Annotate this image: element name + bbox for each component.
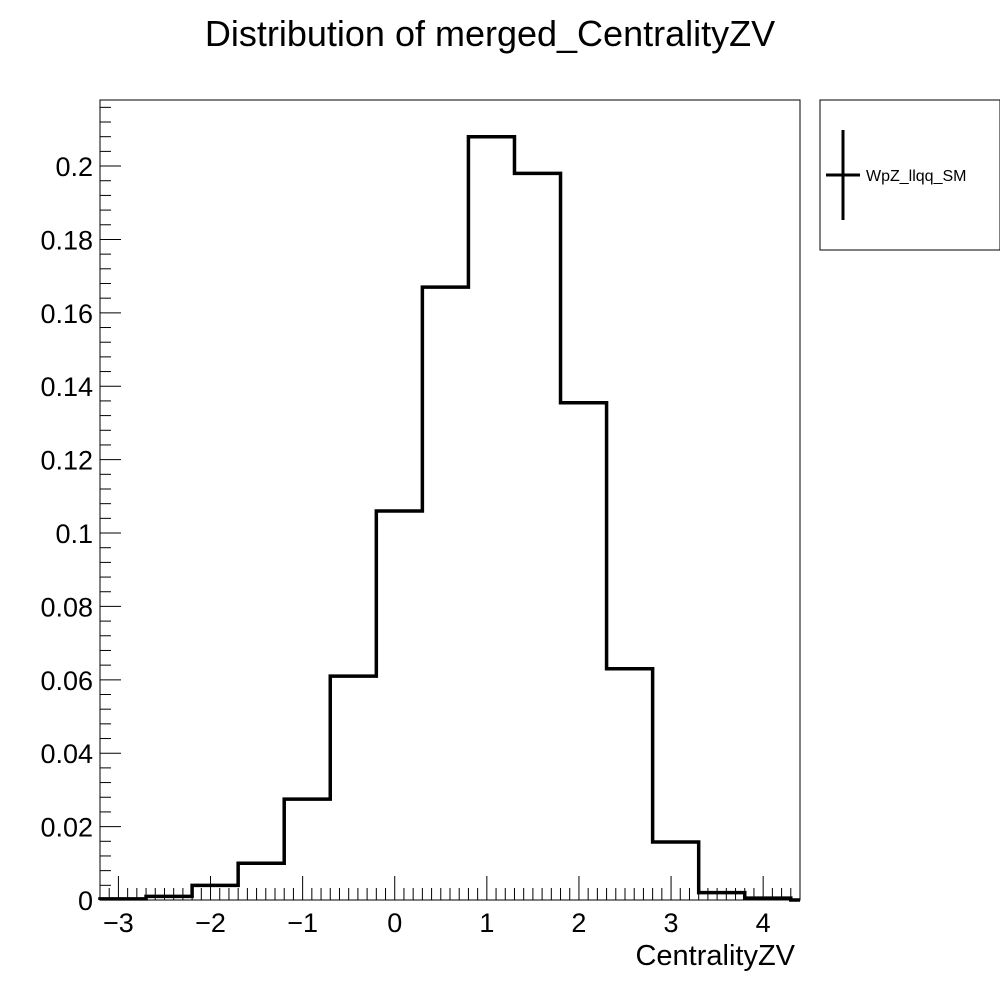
chart-title: Distribution of merged_CentralityZV (205, 13, 775, 54)
y-axis-ticks: 0 0.02 0.04 0.06 0.08 0.1 0.12 0.14 0.16 0.18 0.2 (40, 152, 121, 916)
x-tick-label: 3 (664, 908, 679, 938)
y-tick-label: 0.02 (40, 813, 93, 843)
x-tick-label: 2 (571, 908, 586, 938)
y-tick-label: 0.08 (40, 592, 93, 622)
y-tick-label: 0 (78, 886, 93, 916)
legend-box (819, 99, 1000, 251)
x-axis-ticks: −3 −2 −1 0 1 2 3 4 (103, 876, 771, 938)
x-tick-label: 4 (756, 908, 771, 938)
x-tick-label: 1 (479, 908, 494, 938)
y-tick-label: 0.16 (40, 299, 93, 329)
y-tick-label: 0.2 (55, 152, 93, 182)
x-tick-label: −1 (287, 908, 318, 938)
x-tick-label: 0 (387, 908, 402, 938)
x-tick-label: −2 (195, 908, 226, 938)
plot-frame (99, 99, 801, 901)
y-tick-label: 0.12 (40, 446, 93, 476)
y-tick-label: 0.14 (40, 372, 93, 402)
histogram-series-line (98, 134, 800, 902)
y-tick-label: 0.18 (40, 225, 93, 255)
minor-ticks (99, 106, 801, 900)
legend-entry-label: WpZ_llqq_SM (866, 168, 966, 185)
legend: WpZ_llqq_SM (819, 99, 1000, 251)
x-tick-label: −3 (103, 908, 134, 938)
y-tick-label: 0.1 (55, 519, 93, 549)
y-tick-label: 0.04 (40, 739, 93, 769)
x-axis-label: CentralityZV (635, 940, 795, 972)
y-tick-label: 0.06 (40, 666, 93, 696)
